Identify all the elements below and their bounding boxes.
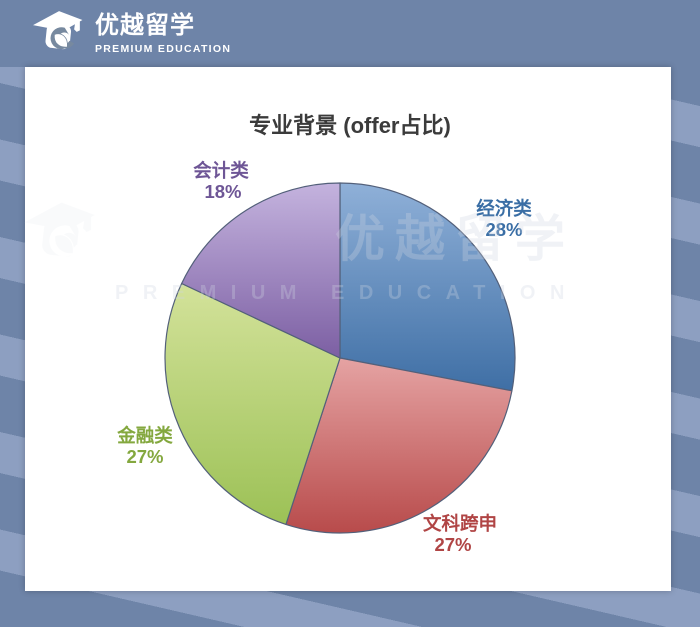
svg-text:会计类: 会计类 [193, 160, 249, 181]
svg-text:金融类: 金融类 [116, 425, 173, 446]
svg-text:文科跨申: 文科跨申 [423, 513, 497, 534]
svg-text:27%: 27% [434, 534, 471, 555]
svg-text:27%: 27% [126, 446, 163, 467]
